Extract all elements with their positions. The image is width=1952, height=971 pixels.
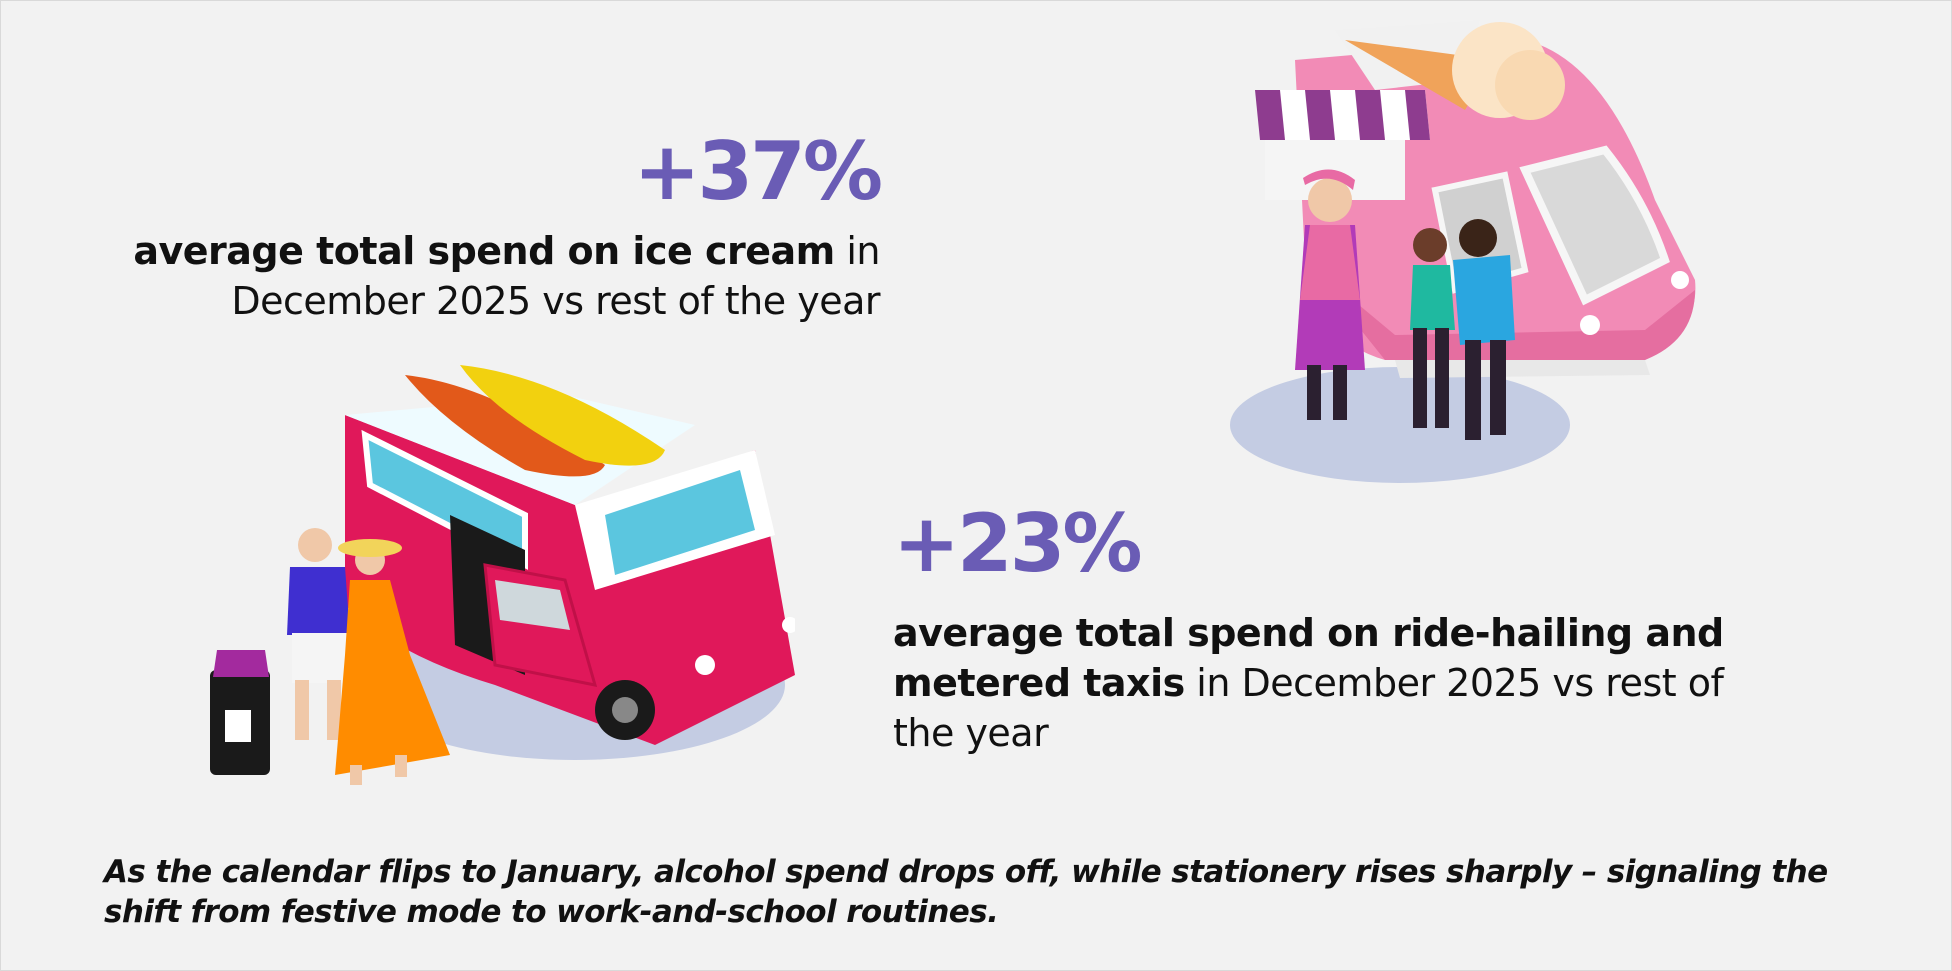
stat-description-bold: average total spend on ride-hailing and … [893, 611, 1724, 705]
stat-description: average total spend on ice cream in Dece… [20, 226, 880, 326]
footnote: As the calendar flips to January, alcoho… [104, 854, 1828, 930]
stat-description-rest: in December 2025 vs rest of the year [231, 229, 880, 323]
stat-ice-cream: +37% average total spend on ice cream in… [20, 125, 883, 326]
stat-description-rest: in December 2025 vs rest of the year [893, 661, 1724, 755]
stat-ride-hailing: +23% average total spend on ride-hailing… [893, 504, 1793, 758]
stat-description-bold: average total spend on ice cream [133, 229, 835, 273]
ice-cream-truck-illustration [1230, 20, 1696, 483]
stat-percent: +37% [633, 125, 883, 218]
stat-description: average total spend on ride-hailing and … [893, 608, 1793, 758]
stat-percent: +23% [893, 497, 1143, 590]
camper-van-travelers-illustration [210, 365, 795, 785]
